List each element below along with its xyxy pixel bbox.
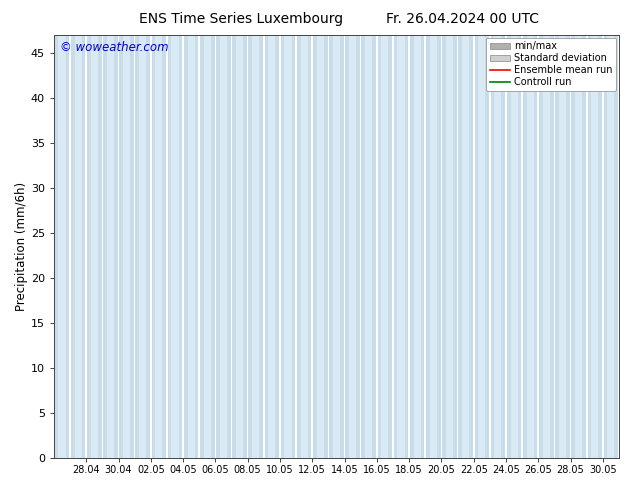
Bar xyxy=(571,35,586,458)
Bar xyxy=(462,35,469,458)
Bar xyxy=(91,35,98,458)
Bar xyxy=(249,35,263,458)
Bar xyxy=(200,35,214,458)
Bar xyxy=(365,35,372,458)
Bar xyxy=(155,35,162,458)
Bar xyxy=(543,35,550,458)
Bar xyxy=(523,35,538,458)
Bar xyxy=(188,35,195,458)
Bar xyxy=(264,35,279,458)
Bar xyxy=(575,35,582,458)
Bar xyxy=(623,35,631,458)
Bar xyxy=(361,35,376,458)
Text: ENS Time Series Luxembourg: ENS Time Series Luxembourg xyxy=(139,12,343,26)
Bar xyxy=(381,35,389,458)
Bar xyxy=(168,35,183,458)
Bar xyxy=(220,35,227,458)
Bar xyxy=(268,35,275,458)
Bar xyxy=(232,35,247,458)
Bar xyxy=(75,35,82,458)
Bar xyxy=(430,35,437,458)
Bar xyxy=(588,35,602,458)
Bar xyxy=(539,35,553,458)
Bar xyxy=(301,35,307,458)
Bar xyxy=(474,35,489,458)
Bar xyxy=(507,35,521,458)
Bar xyxy=(491,35,505,458)
Bar xyxy=(413,35,421,458)
Bar xyxy=(333,35,340,458)
Bar xyxy=(216,35,231,458)
Bar xyxy=(446,35,453,458)
Bar xyxy=(119,35,134,458)
Bar xyxy=(87,35,101,458)
Bar xyxy=(71,35,86,458)
Bar xyxy=(410,35,424,458)
Bar xyxy=(458,35,473,458)
Bar xyxy=(236,35,243,458)
Legend: min/max, Standard deviation, Ensemble mean run, Controll run: min/max, Standard deviation, Ensemble me… xyxy=(486,38,616,91)
Bar xyxy=(204,35,211,458)
Bar xyxy=(398,35,404,458)
Bar xyxy=(349,35,356,458)
Bar xyxy=(139,35,146,458)
Bar xyxy=(58,35,65,458)
Bar xyxy=(281,35,295,458)
Bar xyxy=(317,35,324,458)
Bar xyxy=(510,35,517,458)
Bar xyxy=(136,35,150,458)
Bar xyxy=(297,35,311,458)
Bar xyxy=(329,35,344,458)
Bar xyxy=(426,35,441,458)
Bar xyxy=(123,35,130,458)
Bar xyxy=(604,35,618,458)
Bar xyxy=(559,35,566,458)
Bar xyxy=(55,35,69,458)
Bar xyxy=(285,35,292,458)
Bar xyxy=(592,35,598,458)
Bar xyxy=(378,35,392,458)
Bar xyxy=(107,35,114,458)
Bar xyxy=(252,35,259,458)
Bar xyxy=(184,35,198,458)
Bar xyxy=(478,35,485,458)
Bar xyxy=(152,35,166,458)
Bar xyxy=(171,35,179,458)
Bar xyxy=(607,35,614,458)
Bar xyxy=(346,35,360,458)
Bar xyxy=(555,35,570,458)
Bar xyxy=(495,35,501,458)
Y-axis label: Precipitation (mm/6h): Precipitation (mm/6h) xyxy=(15,182,28,311)
Bar xyxy=(313,35,328,458)
Bar xyxy=(103,35,118,458)
Text: Fr. 26.04.2024 00 UTC: Fr. 26.04.2024 00 UTC xyxy=(386,12,540,26)
Text: © woweather.com: © woweather.com xyxy=(60,41,168,54)
Bar xyxy=(527,35,534,458)
Bar xyxy=(394,35,408,458)
Bar xyxy=(442,35,456,458)
Bar xyxy=(620,35,634,458)
